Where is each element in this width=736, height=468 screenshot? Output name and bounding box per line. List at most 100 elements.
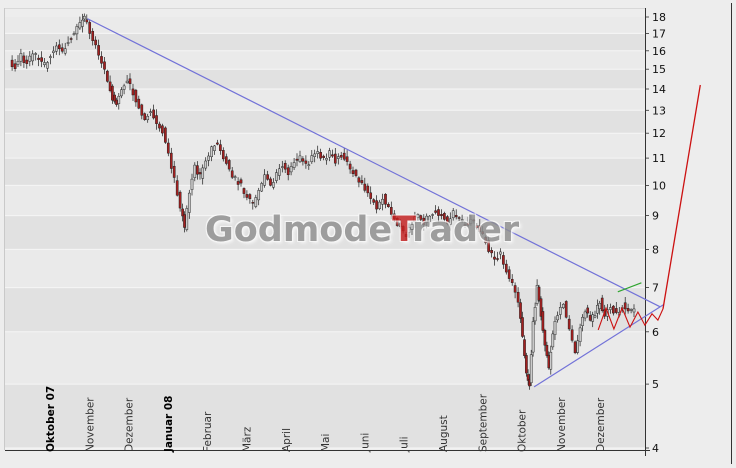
candle-body (155, 115, 158, 124)
candle-body (351, 170, 355, 174)
candle-body (384, 193, 387, 205)
candle-body (519, 302, 522, 319)
y-axis-label: 6 (652, 326, 659, 339)
candle-body (570, 329, 574, 341)
candle-body (28, 55, 32, 62)
candle-body (257, 190, 261, 201)
price-band (5, 249, 645, 288)
candle-body (40, 57, 43, 62)
candle-body (443, 213, 446, 220)
y-axis-label: 15 (652, 63, 666, 76)
x-axis-label: Oktober (517, 409, 529, 452)
y-axis-label: 11 (652, 152, 666, 165)
candle-body (413, 216, 417, 222)
candle-body (233, 176, 237, 178)
candle-body (369, 192, 373, 199)
candle-body (437, 209, 440, 216)
candle-body (248, 194, 252, 200)
candle-body (472, 219, 476, 222)
candle-body (25, 59, 29, 64)
candle-body (516, 291, 520, 303)
candle-body (593, 315, 597, 318)
candle-body (152, 109, 155, 119)
y-axis-label: 12 (652, 127, 666, 140)
y-axis-label: 9 (652, 210, 659, 223)
candle-body (531, 321, 535, 353)
candle-body (576, 340, 580, 353)
candle-body (146, 116, 150, 121)
candle-body (499, 251, 502, 255)
candle-body (280, 166, 284, 168)
candle-body (387, 204, 390, 208)
candle-body (91, 30, 95, 41)
candle-body (100, 56, 103, 64)
candle-body (525, 355, 528, 374)
price-band (5, 287, 645, 332)
candle-body (457, 217, 461, 219)
x-axis-label: Dezember (595, 397, 607, 452)
y-axis-label: 13 (652, 104, 666, 117)
x-axis-label: Januar 08 (163, 396, 175, 453)
x-axis-label: Oktober 07 (45, 386, 57, 452)
candle-body (419, 215, 423, 220)
candle-body (460, 219, 464, 221)
candle-body (319, 151, 322, 159)
candle-body (166, 142, 170, 154)
candle-body (277, 168, 281, 176)
candle-body (529, 354, 533, 384)
candle-body (553, 321, 557, 335)
price-band (5, 185, 645, 216)
candle-body (564, 301, 568, 318)
price-band (5, 331, 645, 384)
candle-body (242, 188, 246, 194)
candle-body (434, 210, 437, 213)
candle-body (598, 303, 602, 310)
candle-body (583, 311, 587, 319)
x-axis-label: April (281, 428, 293, 452)
candles (10, 13, 636, 390)
candle-body (193, 164, 197, 178)
candle-body (54, 45, 58, 52)
candle-body (183, 214, 186, 228)
candle-body (586, 307, 590, 314)
candle-body (122, 85, 126, 90)
x-axis-label: Mai (320, 434, 332, 452)
candle-body (463, 224, 467, 226)
price-band (5, 384, 645, 448)
price-band (5, 50, 645, 70)
candle-body (481, 231, 485, 234)
price-band (5, 110, 645, 134)
price-band (5, 33, 645, 51)
candle-body (354, 169, 358, 176)
candle-body (513, 285, 517, 293)
candle-body (475, 225, 479, 228)
x-axis-label: Dezember (124, 397, 136, 452)
candle-body (549, 351, 553, 370)
candle-body (469, 219, 473, 224)
candle-body (103, 61, 106, 70)
candle-body (342, 152, 346, 160)
candle-body (556, 315, 559, 321)
candle-body (113, 94, 116, 102)
candle-body (187, 192, 191, 213)
candle-body (612, 305, 615, 314)
candle-body (295, 158, 299, 161)
candle-body (440, 214, 443, 217)
candle-body (404, 234, 408, 237)
x-axis-label: Juni (359, 433, 371, 453)
candle-body (190, 178, 194, 190)
candle-body (339, 155, 343, 158)
candle-body (245, 194, 249, 198)
candle-body (175, 180, 179, 196)
candle-body (117, 95, 121, 104)
candle-body (407, 227, 411, 233)
candle-body (88, 22, 92, 34)
candle-body (266, 174, 269, 180)
candle-body (313, 153, 317, 157)
candle-body (360, 180, 364, 184)
candle-body (366, 185, 370, 194)
candle-body (632, 308, 636, 313)
candle-body (623, 302, 627, 310)
x-axis-label: Juli (399, 436, 411, 453)
